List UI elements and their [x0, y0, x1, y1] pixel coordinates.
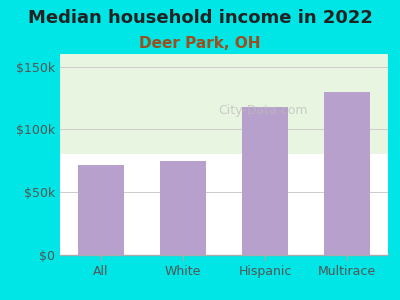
Bar [242, 107, 288, 255]
Bar [324, 92, 370, 255]
Bar [78, 164, 124, 255]
Bar [160, 161, 206, 255]
Text: City-Data.com: City-Data.com [219, 104, 308, 117]
Text: Median household income in 2022: Median household income in 2022 [28, 9, 372, 27]
Text: Deer Park, OH: Deer Park, OH [139, 36, 261, 51]
